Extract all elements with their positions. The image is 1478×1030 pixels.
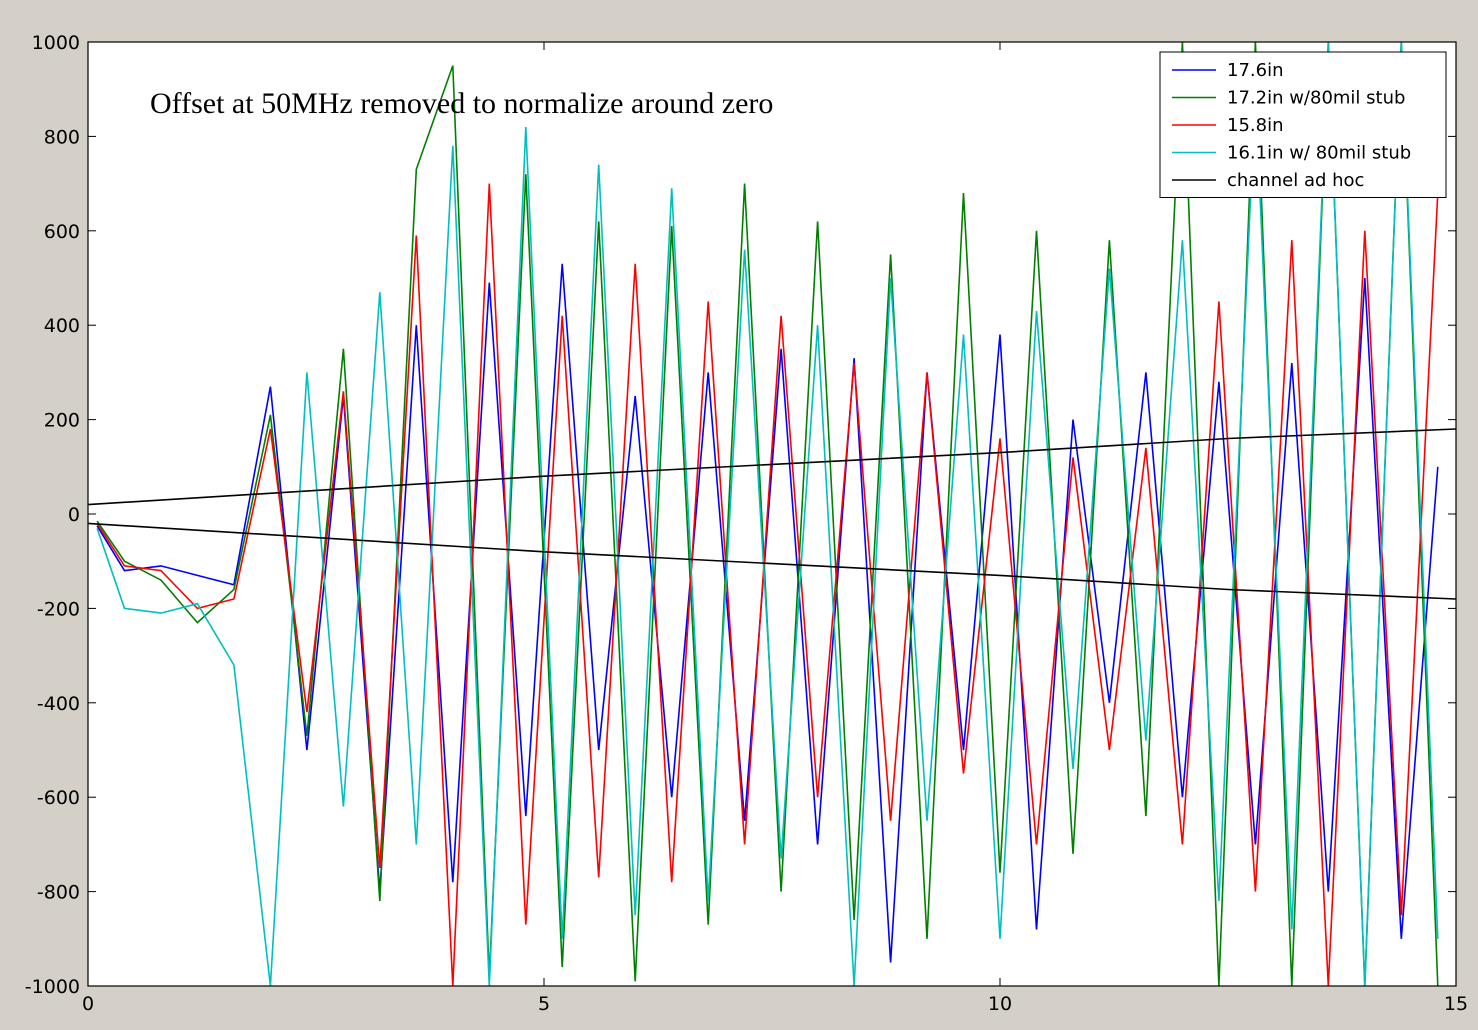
annotation-text: Offset at 50MHz removed to normalize aro…	[150, 87, 773, 120]
y-tick-label-0: -1000	[25, 976, 80, 998]
y-tick-label-10: 1000	[32, 32, 80, 54]
x-tick-label-2: 10	[988, 993, 1012, 1015]
x-tick-label-3: 15	[1444, 993, 1468, 1015]
legend-label-2: 15.8in	[1227, 115, 1284, 136]
y-tick-label-1: -800	[37, 882, 80, 904]
y-tick-label-6: 200	[44, 410, 80, 432]
legend-label-1: 17.2in w/80mil stub	[1227, 88, 1405, 109]
y-tick-label-3: -400	[37, 693, 80, 715]
series-line-2	[96, 183, 1439, 986]
y-tick-label-9: 800	[44, 126, 80, 148]
legend-label-4: channel ad hoc	[1227, 170, 1364, 191]
plot-background	[88, 42, 1456, 986]
y-tick-label-2: -600	[37, 787, 80, 809]
y-tick-label-4: -200	[37, 598, 80, 620]
x-tick-label-1: 5	[538, 993, 550, 1015]
ticks-layer: 0 5 10 15 -1000 -800 -600 -400 -200 0 200 400 600 800…	[25, 32, 1468, 1015]
y-tick-label-8: 600	[44, 221, 80, 243]
series-line-5	[88, 522, 1456, 600]
legend-label-0: 17.6in	[1227, 60, 1284, 81]
y-tick-label-7: 400	[44, 315, 80, 337]
legend: 17.6in 17.2in w/80mil stub 15.8in 16.1in w/…	[1159, 51, 1447, 198]
legend-label-3: 16.1in w/ 80mil stub	[1227, 143, 1411, 164]
series-layer	[88, 42, 1456, 986]
series-line-1	[96, 42, 1439, 986]
series-line-4	[88, 428, 1456, 506]
plot-frame	[87, 41, 1457, 987]
series-line-3	[96, 42, 1439, 986]
y-tick-label-5: 0	[68, 504, 80, 526]
x-tick-label-0: 0	[82, 993, 94, 1015]
